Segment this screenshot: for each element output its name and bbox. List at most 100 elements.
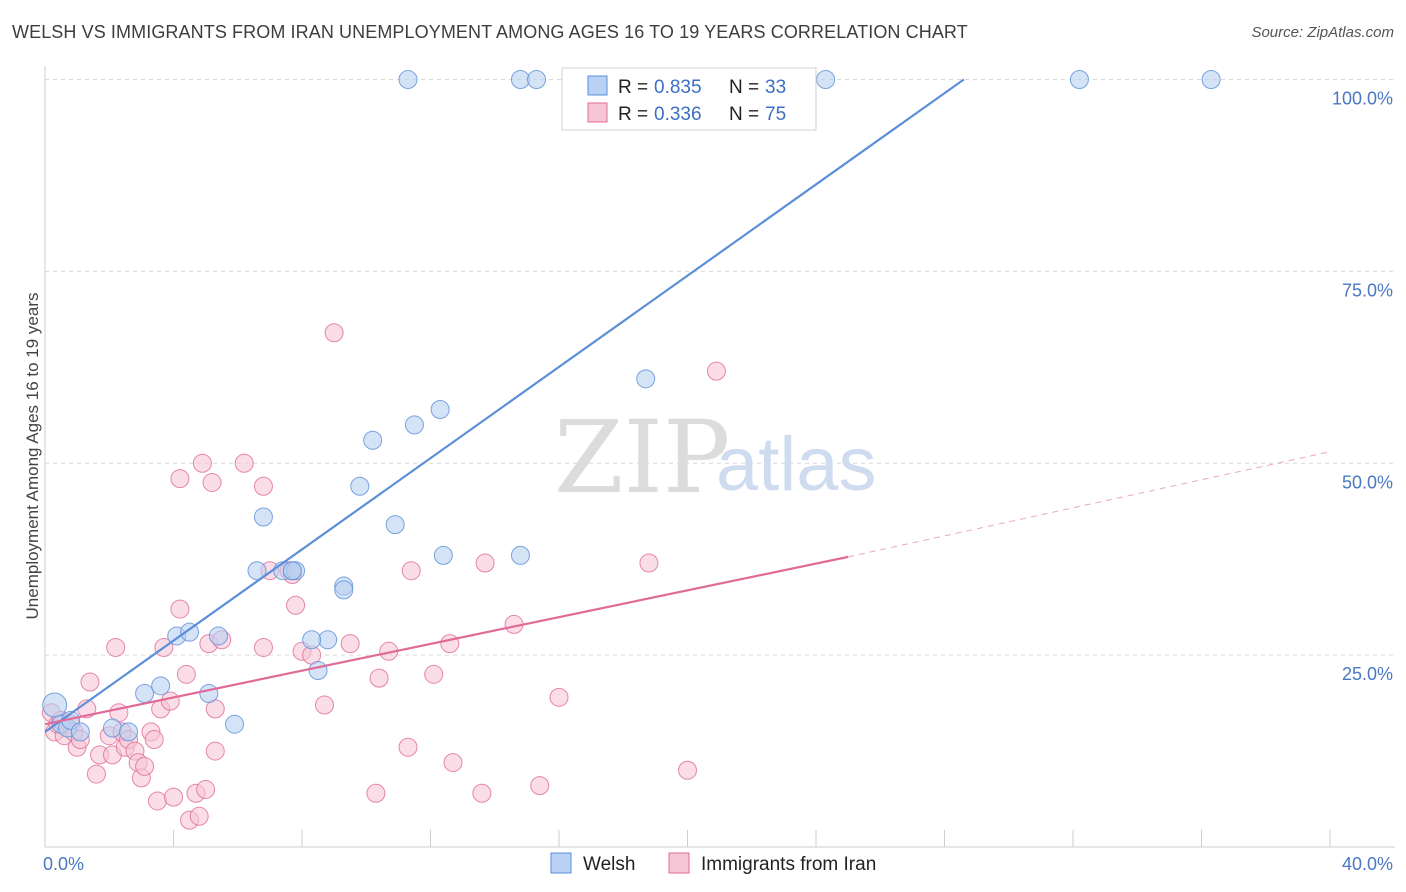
welsh-point bbox=[102, 718, 122, 738]
welsh-point bbox=[70, 722, 90, 742]
y-axis-label: Unemployment Among Ages 16 to 19 years bbox=[23, 293, 42, 620]
welsh-point bbox=[350, 476, 370, 496]
welsh-point bbox=[510, 545, 530, 565]
bottom-legend-label-welsh: Welsh bbox=[583, 854, 635, 875]
welsh-point bbox=[199, 684, 219, 703]
iran-point bbox=[475, 553, 495, 573]
welsh-point bbox=[151, 676, 171, 696]
welsh-point bbox=[1069, 70, 1089, 89]
iran-point bbox=[472, 783, 492, 803]
bottom-legend-swatch-welsh bbox=[550, 852, 572, 874]
welsh-point bbox=[1201, 70, 1221, 89]
chart-source: Source: ZipAtlas.com bbox=[1251, 24, 1394, 41]
iran-point bbox=[549, 687, 569, 707]
iran-point bbox=[147, 791, 167, 811]
welsh-point bbox=[510, 70, 530, 89]
iran-point bbox=[443, 753, 463, 773]
bottom-legend-swatch-iran bbox=[668, 852, 690, 874]
legend-swatch-welsh bbox=[587, 75, 608, 96]
legend-n-label-2: N = bbox=[729, 104, 759, 125]
iran-point bbox=[440, 634, 460, 654]
welsh-trend-line bbox=[44, 78, 965, 733]
watermark: ZIP atlas bbox=[554, 399, 877, 516]
welsh-point bbox=[816, 70, 836, 89]
legend-swatch-iran bbox=[587, 102, 608, 123]
welsh-point bbox=[42, 692, 68, 718]
y-tick-label: 75.0% bbox=[1342, 280, 1393, 300]
iran-point bbox=[530, 776, 550, 796]
welsh-point bbox=[636, 369, 656, 389]
watermark-zip: ZIP bbox=[554, 399, 730, 516]
bottom-legend-label-iran: Immigrants from Iran bbox=[701, 854, 876, 875]
welsh-point bbox=[430, 400, 450, 420]
welsh-point bbox=[247, 561, 267, 581]
iran-point bbox=[106, 637, 126, 657]
legend-n-label-1: N = bbox=[729, 77, 759, 98]
iran-point bbox=[189, 806, 209, 826]
iran-point bbox=[135, 756, 155, 776]
iran-point bbox=[160, 691, 180, 711]
legend-n-value-2: 75 bbox=[765, 104, 786, 125]
legend-r-label-1: R = bbox=[618, 77, 648, 98]
y-tick-label: 100.0% bbox=[1332, 89, 1393, 109]
welsh-point bbox=[253, 507, 273, 527]
iran-point bbox=[170, 469, 190, 489]
data-points bbox=[41, 70, 1221, 830]
welsh-point bbox=[398, 70, 418, 89]
iran-point bbox=[176, 664, 196, 684]
iran-point bbox=[234, 453, 254, 473]
x-tick-label: 0.0% bbox=[43, 854, 84, 874]
y-tick-label: 50.0% bbox=[1342, 472, 1393, 492]
trend-lines bbox=[44, 78, 1331, 733]
iran-point bbox=[192, 453, 212, 473]
iran-point bbox=[424, 664, 444, 684]
welsh-point bbox=[527, 70, 547, 89]
iran-point bbox=[202, 472, 222, 492]
iran-point bbox=[253, 637, 273, 657]
iran-point bbox=[706, 361, 726, 381]
iran-point bbox=[678, 760, 697, 780]
legend-r-value-2: 0.336 bbox=[654, 104, 702, 125]
y-tick-label: 25.0% bbox=[1342, 664, 1393, 684]
welsh-point bbox=[225, 714, 245, 734]
iran-point bbox=[314, 695, 334, 715]
iran-point bbox=[401, 561, 421, 581]
welsh-point bbox=[282, 561, 302, 581]
tick-labels: 25.0% 50.0% 75.0% 100.0% 0.0% 40.0% bbox=[43, 89, 1393, 875]
chart-title: WELSH VS IMMIGRANTS FROM IRAN UNEMPLOYME… bbox=[12, 22, 968, 42]
iran-point bbox=[170, 599, 190, 619]
iran-trend-line bbox=[44, 555, 849, 726]
welsh-point bbox=[318, 630, 338, 650]
welsh-point bbox=[433, 545, 453, 565]
iran-point bbox=[639, 553, 659, 573]
welsh-point bbox=[180, 622, 200, 642]
welsh-point bbox=[135, 684, 155, 703]
legend-r-value-1: 0.835 bbox=[654, 77, 702, 98]
iran-point bbox=[164, 787, 183, 807]
welsh-point bbox=[363, 430, 383, 450]
welsh-point bbox=[308, 660, 328, 680]
iran-point bbox=[205, 741, 225, 761]
x-tick-label: 40.0% bbox=[1342, 854, 1393, 874]
bottom-legend: Welsh Immigrants from Iran bbox=[550, 852, 876, 875]
watermark-atlas: atlas bbox=[716, 422, 877, 507]
iran-point bbox=[253, 476, 273, 496]
iran-point bbox=[366, 783, 386, 803]
legend: R = 0.835 N = 33 R = 0.336 N = 75 bbox=[561, 67, 817, 131]
iran-point bbox=[286, 595, 306, 615]
iran-trend-line-extension bbox=[848, 451, 1331, 558]
welsh-point bbox=[404, 415, 424, 435]
iran-point bbox=[144, 730, 164, 750]
iran-point bbox=[86, 764, 106, 784]
welsh-point bbox=[208, 626, 228, 646]
iran-point bbox=[340, 634, 360, 654]
welsh-point bbox=[334, 580, 354, 600]
iran-point bbox=[369, 668, 389, 688]
legend-n-value-1: 33 bbox=[765, 77, 786, 98]
iran-point bbox=[398, 737, 418, 757]
legend-r-label-2: R = bbox=[618, 104, 648, 125]
iran-point bbox=[80, 672, 100, 692]
welsh-point bbox=[302, 630, 322, 650]
iran-point bbox=[196, 779, 216, 799]
